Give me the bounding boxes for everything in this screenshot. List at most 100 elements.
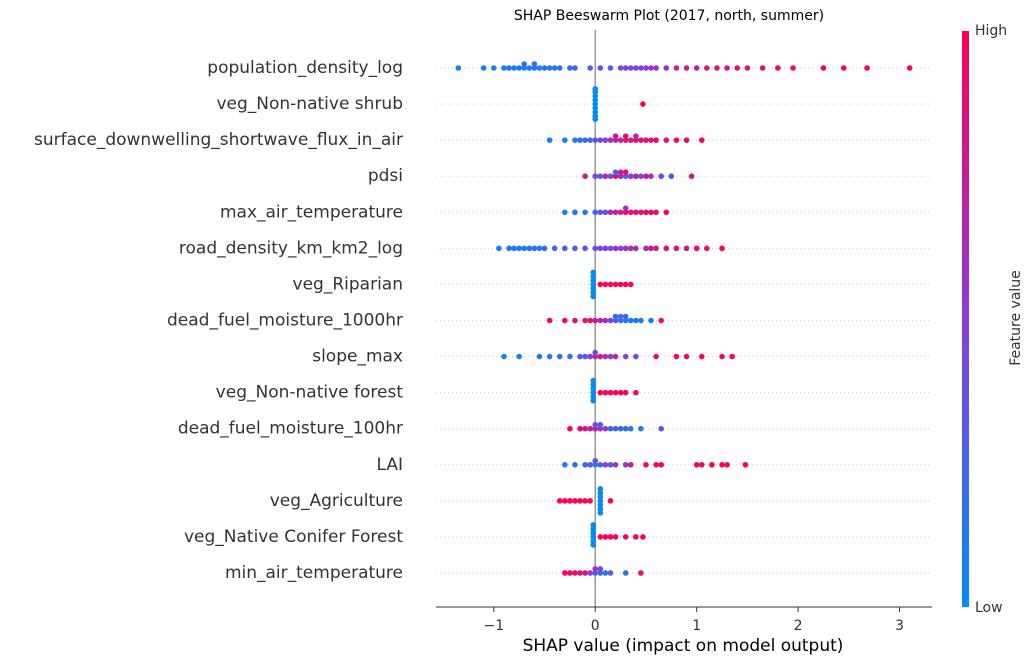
data-point — [724, 65, 730, 71]
data-point — [612, 133, 619, 139]
data-point — [612, 313, 619, 320]
data-point — [597, 173, 604, 180]
data-point — [541, 245, 548, 252]
data-point — [617, 389, 624, 396]
data-point — [638, 173, 644, 180]
colorbar-low-label: Low — [975, 600, 1003, 616]
data-point — [582, 209, 588, 216]
data-point — [622, 317, 629, 324]
data-point — [455, 65, 462, 71]
data-point — [501, 353, 507, 360]
data-point — [480, 65, 487, 71]
data-point — [592, 457, 599, 464]
data-point — [577, 137, 583, 143]
data-point — [531, 65, 538, 71]
feature-label: surface_downwelling_shortwave_flux_in_ai… — [34, 130, 403, 150]
data-point — [663, 65, 670, 71]
data-point — [643, 245, 649, 252]
data-point — [693, 245, 700, 252]
data-point — [622, 133, 629, 139]
data-point — [592, 137, 599, 143]
data-point — [698, 461, 705, 468]
data-point — [643, 209, 649, 216]
data-point — [658, 317, 664, 324]
feature-label: veg_Riparian — [293, 274, 403, 294]
data-point — [612, 245, 619, 252]
data-point — [592, 349, 599, 356]
data-point — [668, 173, 675, 180]
x-tick-label: 0 — [591, 618, 600, 634]
data-point — [602, 389, 609, 396]
data-point — [627, 173, 634, 180]
data-point — [572, 209, 578, 216]
data-point — [590, 269, 597, 276]
data-point — [597, 486, 604, 492]
data-point — [683, 137, 690, 143]
data-point — [590, 277, 597, 284]
data-point — [546, 65, 553, 71]
data-point — [612, 534, 619, 540]
data-point — [592, 317, 599, 324]
data-point — [633, 173, 639, 180]
feature-label: veg_Native Conifer Forest — [184, 527, 403, 547]
data-point — [729, 353, 735, 360]
data-point — [597, 209, 604, 216]
data-point — [582, 461, 588, 468]
data-point — [562, 317, 568, 324]
data-point — [602, 570, 609, 576]
data-point — [582, 173, 588, 180]
data-point — [597, 353, 604, 360]
data-point — [840, 65, 847, 71]
data-point — [546, 353, 553, 360]
data-point — [587, 137, 593, 143]
data-point — [597, 502, 604, 508]
data-point — [633, 65, 639, 71]
data-point — [622, 461, 629, 468]
data-point — [622, 281, 629, 288]
data-point — [617, 173, 624, 180]
data-point — [602, 425, 609, 432]
data-point — [612, 425, 619, 432]
x-axis-label: SHAP value (impact on model output) — [523, 636, 844, 656]
data-point — [572, 65, 578, 71]
data-point — [597, 245, 604, 252]
data-point — [506, 65, 512, 71]
data-point — [627, 425, 634, 432]
data-point — [633, 389, 639, 396]
data-point — [597, 461, 604, 468]
data-point — [590, 385, 597, 392]
data-point — [627, 281, 634, 288]
data-point — [622, 205, 629, 212]
data-point — [612, 137, 619, 143]
feature-label: population_density_log — [207, 58, 403, 78]
feature-label: veg_Agriculture — [270, 491, 403, 511]
data-point — [516, 65, 522, 71]
x-tick-label: −1 — [483, 618, 504, 634]
data-point — [516, 245, 522, 252]
data-point — [744, 65, 751, 71]
data-point — [577, 570, 583, 576]
data-point — [602, 317, 609, 324]
data-point — [582, 570, 588, 576]
data-point — [607, 209, 614, 216]
data-point — [617, 209, 624, 216]
data-point — [587, 353, 593, 360]
data-point — [590, 273, 597, 280]
data-point — [587, 570, 593, 576]
colorbar-high-label: High — [975, 23, 1007, 39]
data-point — [590, 281, 597, 288]
data-point — [590, 381, 597, 388]
data-point — [653, 209, 659, 216]
data-point — [597, 570, 604, 576]
data-point — [648, 317, 654, 324]
data-point — [648, 65, 654, 71]
data-point — [592, 425, 599, 432]
data-point — [653, 353, 659, 360]
x-tick-label: 2 — [794, 618, 803, 634]
data-point — [592, 105, 599, 111]
data-point — [607, 534, 614, 540]
data-point — [587, 65, 593, 71]
data-point — [562, 209, 568, 216]
data-point — [511, 245, 517, 252]
data-point — [622, 65, 629, 71]
